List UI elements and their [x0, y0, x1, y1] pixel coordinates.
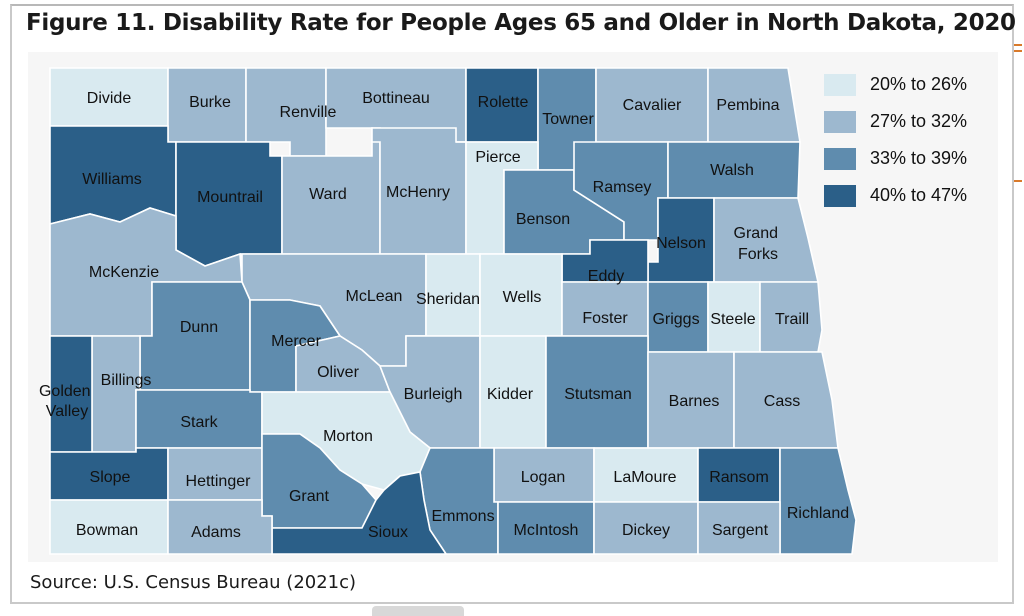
- county-traill: [759, 281, 823, 353]
- county-label-emmons: Emmons: [431, 508, 494, 525]
- legend-swatch: [824, 73, 856, 96]
- edge-marker: [1014, 44, 1022, 46]
- county-label-ward: Ward: [309, 186, 347, 203]
- legend-swatch: [824, 110, 856, 133]
- county-label-golden-valley: Golden Valley: [39, 383, 95, 420]
- county-label-rolette: Rolette: [478, 94, 529, 111]
- legend-item: 40% to 47%: [824, 177, 967, 214]
- county-foster: [561, 281, 649, 337]
- county-dunn: [139, 281, 251, 391]
- map-legend: 20% to 26% 27% to 32% 33% to 39% 40% to …: [824, 66, 967, 214]
- grand-forks-line-1: Grand: [734, 225, 778, 242]
- county-map: Divide Burke Renville Bottineau Rolette …: [39, 67, 857, 555]
- county-label-barnes: Barnes: [669, 393, 720, 410]
- legend-swatch: [824, 184, 856, 207]
- legend-item: 20% to 26%: [824, 66, 967, 103]
- county-label-mchenry: McHenry: [386, 184, 450, 201]
- county-cass: [733, 351, 839, 449]
- county-sargent: [697, 501, 781, 555]
- county-label-williams: Williams: [82, 171, 142, 188]
- county-label-wells: Wells: [503, 289, 542, 306]
- county-label-richland: Richland: [787, 505, 849, 522]
- county-adams: [167, 499, 273, 555]
- county-billings: [91, 335, 141, 453]
- county-label-morton: Morton: [323, 428, 373, 445]
- county-label-logan: Logan: [521, 469, 566, 486]
- county-label-renville: Renville: [280, 104, 337, 121]
- legend-label: 20% to 26%: [870, 74, 968, 94]
- county-label-stutsman: Stutsman: [564, 386, 632, 403]
- county-label-slope: Slope: [90, 469, 131, 486]
- county-label-dunn: Dunn: [180, 319, 218, 336]
- county-label-grant: Grant: [289, 488, 330, 505]
- legend-label: 40% to 47%: [870, 185, 968, 205]
- county-label-hettinger: Hettinger: [186, 473, 252, 490]
- source-note: Source: U.S. Census Bureau (2021c): [30, 572, 357, 593]
- golden-valley-line-2: Valley: [46, 403, 88, 420]
- county-label-billings: Billings: [101, 372, 152, 389]
- county-label-mountrail: Mountrail: [197, 189, 263, 206]
- county-label-divide: Divide: [87, 90, 132, 107]
- edge-marker: [1014, 50, 1022, 52]
- county-label-kidder: Kidder: [487, 386, 534, 403]
- county-label-mckenzie: McKenzie: [89, 264, 159, 281]
- county-grand-forks: [713, 197, 820, 283]
- county-label-stark: Stark: [180, 414, 218, 431]
- county-label-bowman: Bowman: [76, 522, 138, 539]
- county-label-nelson: Nelson: [656, 235, 706, 252]
- county-label-foster: Foster: [582, 310, 628, 327]
- county-label-traill: Traill: [775, 311, 809, 328]
- figure-title: Figure 11. Disability Rate for People Ag…: [26, 10, 1016, 36]
- county-label-dickey: Dickey: [622, 522, 670, 539]
- county-label-sargent: Sargent: [712, 522, 769, 539]
- map-area: Divide Burke Renville Bottineau Rolette …: [28, 52, 998, 562]
- county-label-sioux: Sioux: [368, 524, 408, 541]
- county-label-pembina: Pembina: [716, 97, 779, 114]
- county-label-oliver: Oliver: [317, 364, 359, 381]
- county-label-ramsey: Ramsey: [593, 179, 652, 196]
- county-label-sheridan: Sheridan: [416, 291, 480, 308]
- legend-item: 27% to 32%: [824, 103, 967, 140]
- county-label-towner: Towner: [542, 111, 594, 128]
- legend-label: 27% to 32%: [870, 111, 968, 131]
- county-label-bottineau: Bottineau: [362, 90, 430, 107]
- grand-forks-line-2: Forks: [738, 246, 778, 263]
- county-label-burleigh: Burleigh: [404, 386, 463, 403]
- legend-label: 33% to 39%: [870, 148, 968, 168]
- county-label-burke: Burke: [189, 94, 231, 111]
- legend-swatch: [824, 147, 856, 170]
- county-label-grand-forks: Grand Forks: [734, 225, 783, 263]
- county-label-mcintosh: McIntosh: [514, 522, 579, 539]
- legend-item: 33% to 39%: [824, 140, 967, 177]
- county-label-eddy: Eddy: [588, 268, 624, 285]
- county-label-mercer: Mercer: [271, 333, 321, 350]
- county-label-cavalier: Cavalier: [623, 97, 682, 114]
- page-tab-handle: [372, 606, 464, 616]
- golden-valley-line-1: Golden: [39, 383, 91, 400]
- county-label-cass: Cass: [764, 393, 800, 410]
- county-label-ransom: Ransom: [709, 469, 769, 486]
- county-label-benson: Benson: [516, 211, 570, 228]
- county-richland: [779, 447, 857, 555]
- county-label-pierce: Pierce: [475, 149, 520, 166]
- edge-marker: [1014, 180, 1022, 182]
- county-sioux: [271, 471, 448, 555]
- county-label-adams: Adams: [191, 524, 241, 541]
- county-label-lamoure: LaMoure: [613, 469, 676, 486]
- county-label-walsh: Walsh: [710, 162, 754, 179]
- county-label-steele: Steele: [710, 311, 755, 328]
- county-label-mclean: McLean: [346, 288, 403, 305]
- county-label-griggs: Griggs: [652, 311, 699, 328]
